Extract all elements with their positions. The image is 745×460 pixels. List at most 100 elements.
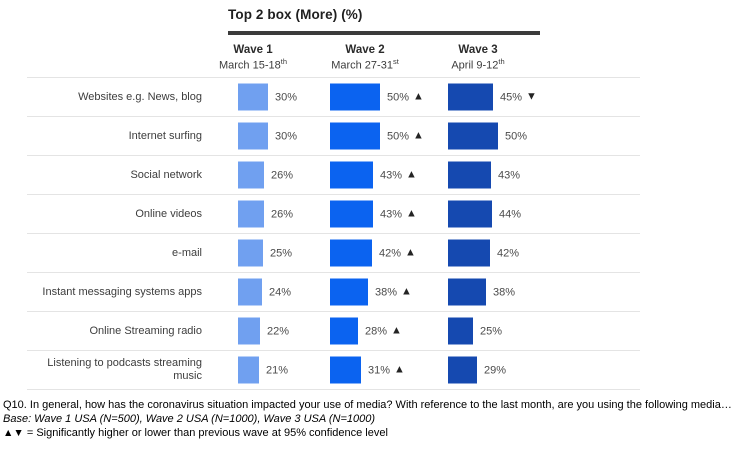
wave3-date-text: April 9-12 — [451, 59, 499, 72]
column-header-wave2: Wave 2 March 27-31st — [300, 44, 430, 72]
bar-wave1 — [238, 122, 268, 150]
table-row: Instant messaging systems apps 24% 38% ▲ 38% — [27, 272, 640, 311]
arrow-up-icon: ▲ — [391, 324, 402, 337]
bar-table: Websites e.g. News, blog 30% 50% ▲ 45% ▼ Inter… — [27, 77, 640, 390]
arrow-up-icon: ▲ — [394, 363, 405, 376]
bar-value: 25% — [480, 325, 503, 337]
table-row: Internet surfing 30% 50% ▲ 50% — [27, 116, 640, 155]
bar-value: 44% — [499, 208, 522, 220]
bar-value: 45% — [500, 91, 523, 103]
bar-group-wave3: 25% — [448, 317, 503, 345]
table-row: e-mail 25% 42% ▲ 42% — [27, 233, 640, 272]
bar-wave2 — [330, 278, 368, 306]
footnotes: Q10. In general, how has the coronavirus… — [3, 398, 743, 440]
bar-group-wave2: 38% ▲ — [330, 278, 412, 306]
bar-group-wave1: 30% — [238, 83, 298, 111]
bar-wave2 — [330, 161, 373, 189]
bar-wave3 — [448, 356, 477, 384]
bar-group-wave3: 50% — [448, 122, 527, 150]
bar-value: 22% — [267, 325, 290, 337]
bar-value: 26% — [271, 169, 294, 181]
bar-value: 43% — [380, 169, 403, 181]
wave3-label: Wave 3 — [458, 44, 498, 56]
bar-wave2 — [330, 83, 380, 111]
bar-wave3 — [448, 200, 492, 228]
bar-wave2 — [330, 122, 380, 150]
bar-group-wave2: 50% ▲ — [330, 83, 424, 111]
bar-value: 21% — [266, 364, 289, 376]
bar-wave1 — [238, 200, 264, 228]
bar-group-wave3: 45% ▼ — [448, 83, 537, 111]
bar-group-wave1: 24% — [238, 278, 292, 306]
bar-value: 30% — [275, 130, 298, 142]
wave1-date-sup: th — [280, 57, 288, 66]
bar-value: 30% — [275, 91, 298, 103]
bar-value: 29% — [484, 364, 507, 376]
category-label: Internet surfing — [128, 129, 202, 142]
bar-group-wave1: 25% — [238, 239, 293, 267]
bar-wave1 — [238, 356, 259, 384]
arrow-up-icon: ▲ — [406, 168, 417, 181]
bar-wave2 — [330, 200, 373, 228]
bar-group-wave1: 21% — [238, 356, 289, 384]
bar-group-wave3: 43% — [448, 161, 521, 189]
wave1-date: March 15-18th — [188, 57, 318, 72]
wave3-date-sup: th — [498, 57, 505, 66]
bar-group-wave1: 22% — [238, 317, 290, 345]
wave2-date: March 27-31st — [300, 57, 430, 72]
significance-legend: ▲▼ = Significantly higher or lower than … — [3, 426, 743, 440]
bar-group-wave1: 30% — [238, 122, 298, 150]
bar-group-wave2: 42% ▲ — [330, 239, 416, 267]
bar-value: 31% — [368, 364, 391, 376]
bar-wave3 — [448, 317, 473, 345]
bar-group-wave3: 44% — [448, 200, 522, 228]
bar-value: 25% — [270, 247, 293, 259]
category-label: Online Streaming radio — [89, 324, 202, 337]
column-header-wave3: Wave 3 April 9-12th — [413, 44, 543, 72]
column-header-wave1: Wave 1 March 15-18th — [188, 44, 318, 72]
table-row: Social network 26% 43% ▲ 43% — [27, 155, 640, 194]
bar-wave1 — [238, 278, 262, 306]
significance-legend-text: = Significantly higher or lower than pre… — [23, 427, 388, 439]
bar-value: 38% — [375, 286, 398, 298]
bar-wave3 — [448, 122, 498, 150]
category-label: Listening to podcasts streaming music — [47, 357, 202, 382]
bar-value: 28% — [365, 325, 388, 337]
wave1-label: Wave 1 — [233, 44, 273, 56]
arrow-down-icon: ▼ — [526, 90, 537, 103]
bar-wave3 — [448, 161, 491, 189]
table-row: Online videos 26% 43% ▲ 44% — [27, 194, 640, 233]
bar-value: 38% — [493, 286, 516, 298]
bar-group-wave2: 43% ▲ — [330, 161, 417, 189]
bar-group-wave1: 26% — [238, 200, 293, 228]
arrow-up-icon: ▲ — [413, 90, 424, 103]
title-underline — [228, 31, 540, 35]
bar-wave1 — [238, 83, 268, 111]
category-label: Online videos — [135, 207, 202, 220]
arrow-up-icon: ▲ — [413, 129, 424, 142]
category-label: e-mail — [172, 246, 202, 259]
table-row: Websites e.g. News, blog 30% 50% ▲ 45% ▼ — [27, 77, 640, 116]
bar-group-wave1: 26% — [238, 161, 294, 189]
wave2-date-sup: st — [392, 57, 399, 66]
arrow-up-icon: ▲ — [405, 246, 416, 259]
bar-group-wave2: 28% ▲ — [330, 317, 402, 345]
base-text: Base: Wave 1 USA (N=500), Wave 2 USA (N=… — [3, 413, 376, 425]
bar-group-wave3: 29% — [448, 356, 507, 384]
bar-wave3 — [448, 83, 493, 111]
bar-value: 43% — [498, 169, 521, 181]
bar-group-wave3: 42% — [448, 239, 519, 267]
bar-value: 43% — [380, 208, 403, 220]
wave1-date-text: March 15-18 — [218, 59, 281, 72]
wave2-date-text: March 27-31 — [331, 59, 393, 72]
table-row: Listening to podcasts streaming music 21%… — [27, 350, 640, 390]
category-label: Websites e.g. News, blog — [78, 90, 202, 103]
bar-wave2 — [330, 239, 372, 267]
bar-value: 24% — [269, 286, 292, 298]
arrow-up-icon: ▲ — [401, 285, 412, 298]
bar-group-wave2: 50% ▲ — [330, 122, 424, 150]
bar-value: 50% — [387, 130, 410, 142]
bar-wave3 — [448, 278, 486, 306]
arrow-up-icon: ▲ — [406, 207, 417, 220]
